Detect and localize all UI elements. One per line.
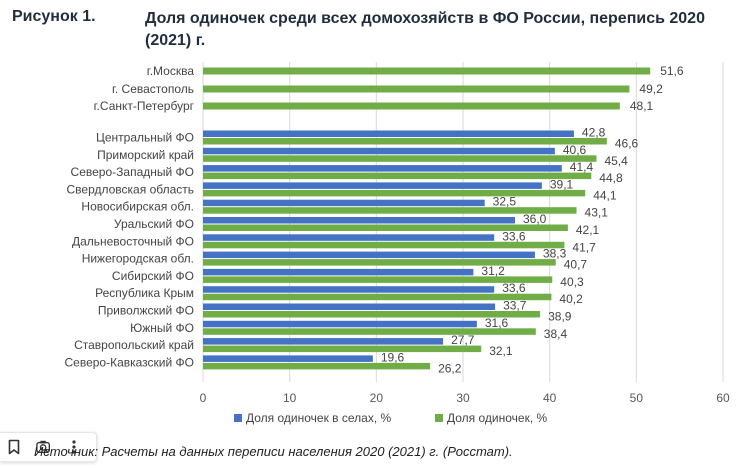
bar-rural (203, 217, 515, 224)
x-tick-label: 60 (716, 391, 730, 405)
category-label: Новосибирская обл. (81, 200, 194, 214)
category-label: Республика Крым (95, 286, 194, 300)
data-label: 19,6 (381, 350, 405, 364)
data-label: 44,1 (593, 188, 617, 202)
bar-total (203, 102, 620, 110)
bar-rural (203, 286, 495, 293)
category-label: Уральский ФО (114, 217, 194, 231)
data-label: 38,4 (544, 327, 568, 341)
legend-label-total: Доля одиночек, % (447, 411, 548, 425)
image-toolbar (0, 432, 97, 462)
data-label: 32,1 (489, 344, 513, 358)
bar-total (203, 241, 565, 249)
bookmark-icon[interactable] (6, 438, 22, 456)
data-label: 51,6 (660, 64, 684, 78)
data-label: 45,4 (604, 154, 628, 168)
data-label: 40,2 (559, 292, 583, 306)
category-label: Северо-Кавказский ФО (64, 355, 194, 369)
source-note: Источник: Расчеты на данных переписи нас… (34, 444, 513, 459)
data-label: 38,9 (548, 310, 572, 324)
bar-total (203, 276, 553, 283)
data-label: 40,7 (564, 258, 588, 272)
data-label: 33,6 (502, 229, 526, 243)
camera-search-icon[interactable] (36, 438, 52, 456)
legend-swatch-total (435, 414, 443, 422)
data-label: 33,6 (502, 281, 526, 295)
legend-swatch-rural (234, 414, 242, 422)
bar-chart: г.Москва 51,6 г. Севастополь 49,2 г.Санкт-Пе… (64, 62, 730, 425)
data-label: 32,5 (493, 195, 517, 209)
data-label: 46,6 (615, 137, 639, 151)
bar-rural (203, 234, 495, 241)
bar-total (203, 293, 552, 301)
bar-rural (203, 182, 542, 189)
category-label: Приволжский ФО (98, 304, 194, 318)
figure-label: Рисунок 1. (12, 8, 96, 25)
bar-total (203, 224, 568, 231)
category-label: Северо-Западный ФО (71, 165, 194, 179)
data-label: 36,0 (523, 212, 547, 226)
bar-total (203, 311, 541, 318)
data-label: 38,3 (543, 247, 567, 261)
category-label: г.Санкт-Петербург (94, 99, 195, 113)
bar-rural (203, 303, 496, 310)
bar-total (203, 155, 597, 162)
data-label: 41,4 (570, 160, 594, 174)
category-label: Свердловская область (67, 182, 194, 196)
data-label: 44,8 (599, 171, 623, 185)
data-label: 39,1 (550, 177, 574, 191)
category-label: Дальневосточный ФО (72, 234, 194, 248)
data-label: 40,6 (563, 143, 587, 157)
data-label: 40,3 (560, 275, 584, 289)
x-tick-label: 10 (283, 391, 297, 405)
x-tick-label: 50 (630, 391, 644, 405)
bar-total (203, 259, 556, 266)
category-label: г.Москва (147, 64, 195, 78)
x-tick-label: 30 (456, 391, 470, 405)
data-label: 27,7 (451, 333, 475, 347)
bar-total (203, 189, 586, 197)
bar-total (203, 138, 607, 145)
data-label: 43,1 (585, 206, 609, 220)
category-label: Приморский край (97, 148, 194, 162)
data-label: 26,2 (438, 361, 462, 375)
data-label: 31,6 (485, 316, 509, 330)
bar-rural (203, 165, 562, 172)
category-label: Нижегородская обл. (82, 252, 194, 266)
bar-total (203, 67, 651, 75)
x-tick-label: 40 (543, 391, 557, 405)
data-label: 49,2 (639, 82, 663, 96)
data-label: 42,8 (582, 126, 606, 140)
category-label: Ставропольский край (74, 338, 194, 352)
bar-rural (203, 338, 444, 345)
x-tick-label: 20 (370, 391, 384, 405)
more-icon[interactable] (66, 438, 82, 456)
bar-rural (203, 268, 474, 276)
x-tick-label: 0 (200, 391, 207, 405)
bar-rural (203, 251, 535, 259)
bar-rural (203, 147, 555, 155)
category-label: г. Севастополь (112, 82, 194, 96)
bar-rural (203, 355, 373, 362)
data-label: 33,7 (503, 299, 527, 313)
bar-rural (203, 130, 574, 137)
bar-total (203, 207, 577, 214)
bar-total (203, 362, 431, 370)
data-label: 42,1 (576, 223, 600, 237)
bar-rural (203, 199, 485, 207)
category-label: Центральный ФО (96, 131, 194, 145)
legend-label-rural: Доля одиночек в селах, % (246, 411, 391, 425)
bar-rural (203, 320, 477, 328)
bar-total (203, 345, 482, 353)
bar-total (203, 328, 536, 335)
bar-total (203, 172, 592, 180)
category-label: Южный ФО (130, 321, 194, 335)
data-label: 41,7 (572, 240, 596, 254)
bar-total (203, 85, 630, 93)
chart-title: Доля одиночек среди всех домохозяйств в … (145, 10, 705, 49)
category-label: Сибирский ФО (112, 269, 194, 283)
data-label: 31,2 (481, 264, 505, 278)
data-label: 48,1 (630, 99, 654, 113)
